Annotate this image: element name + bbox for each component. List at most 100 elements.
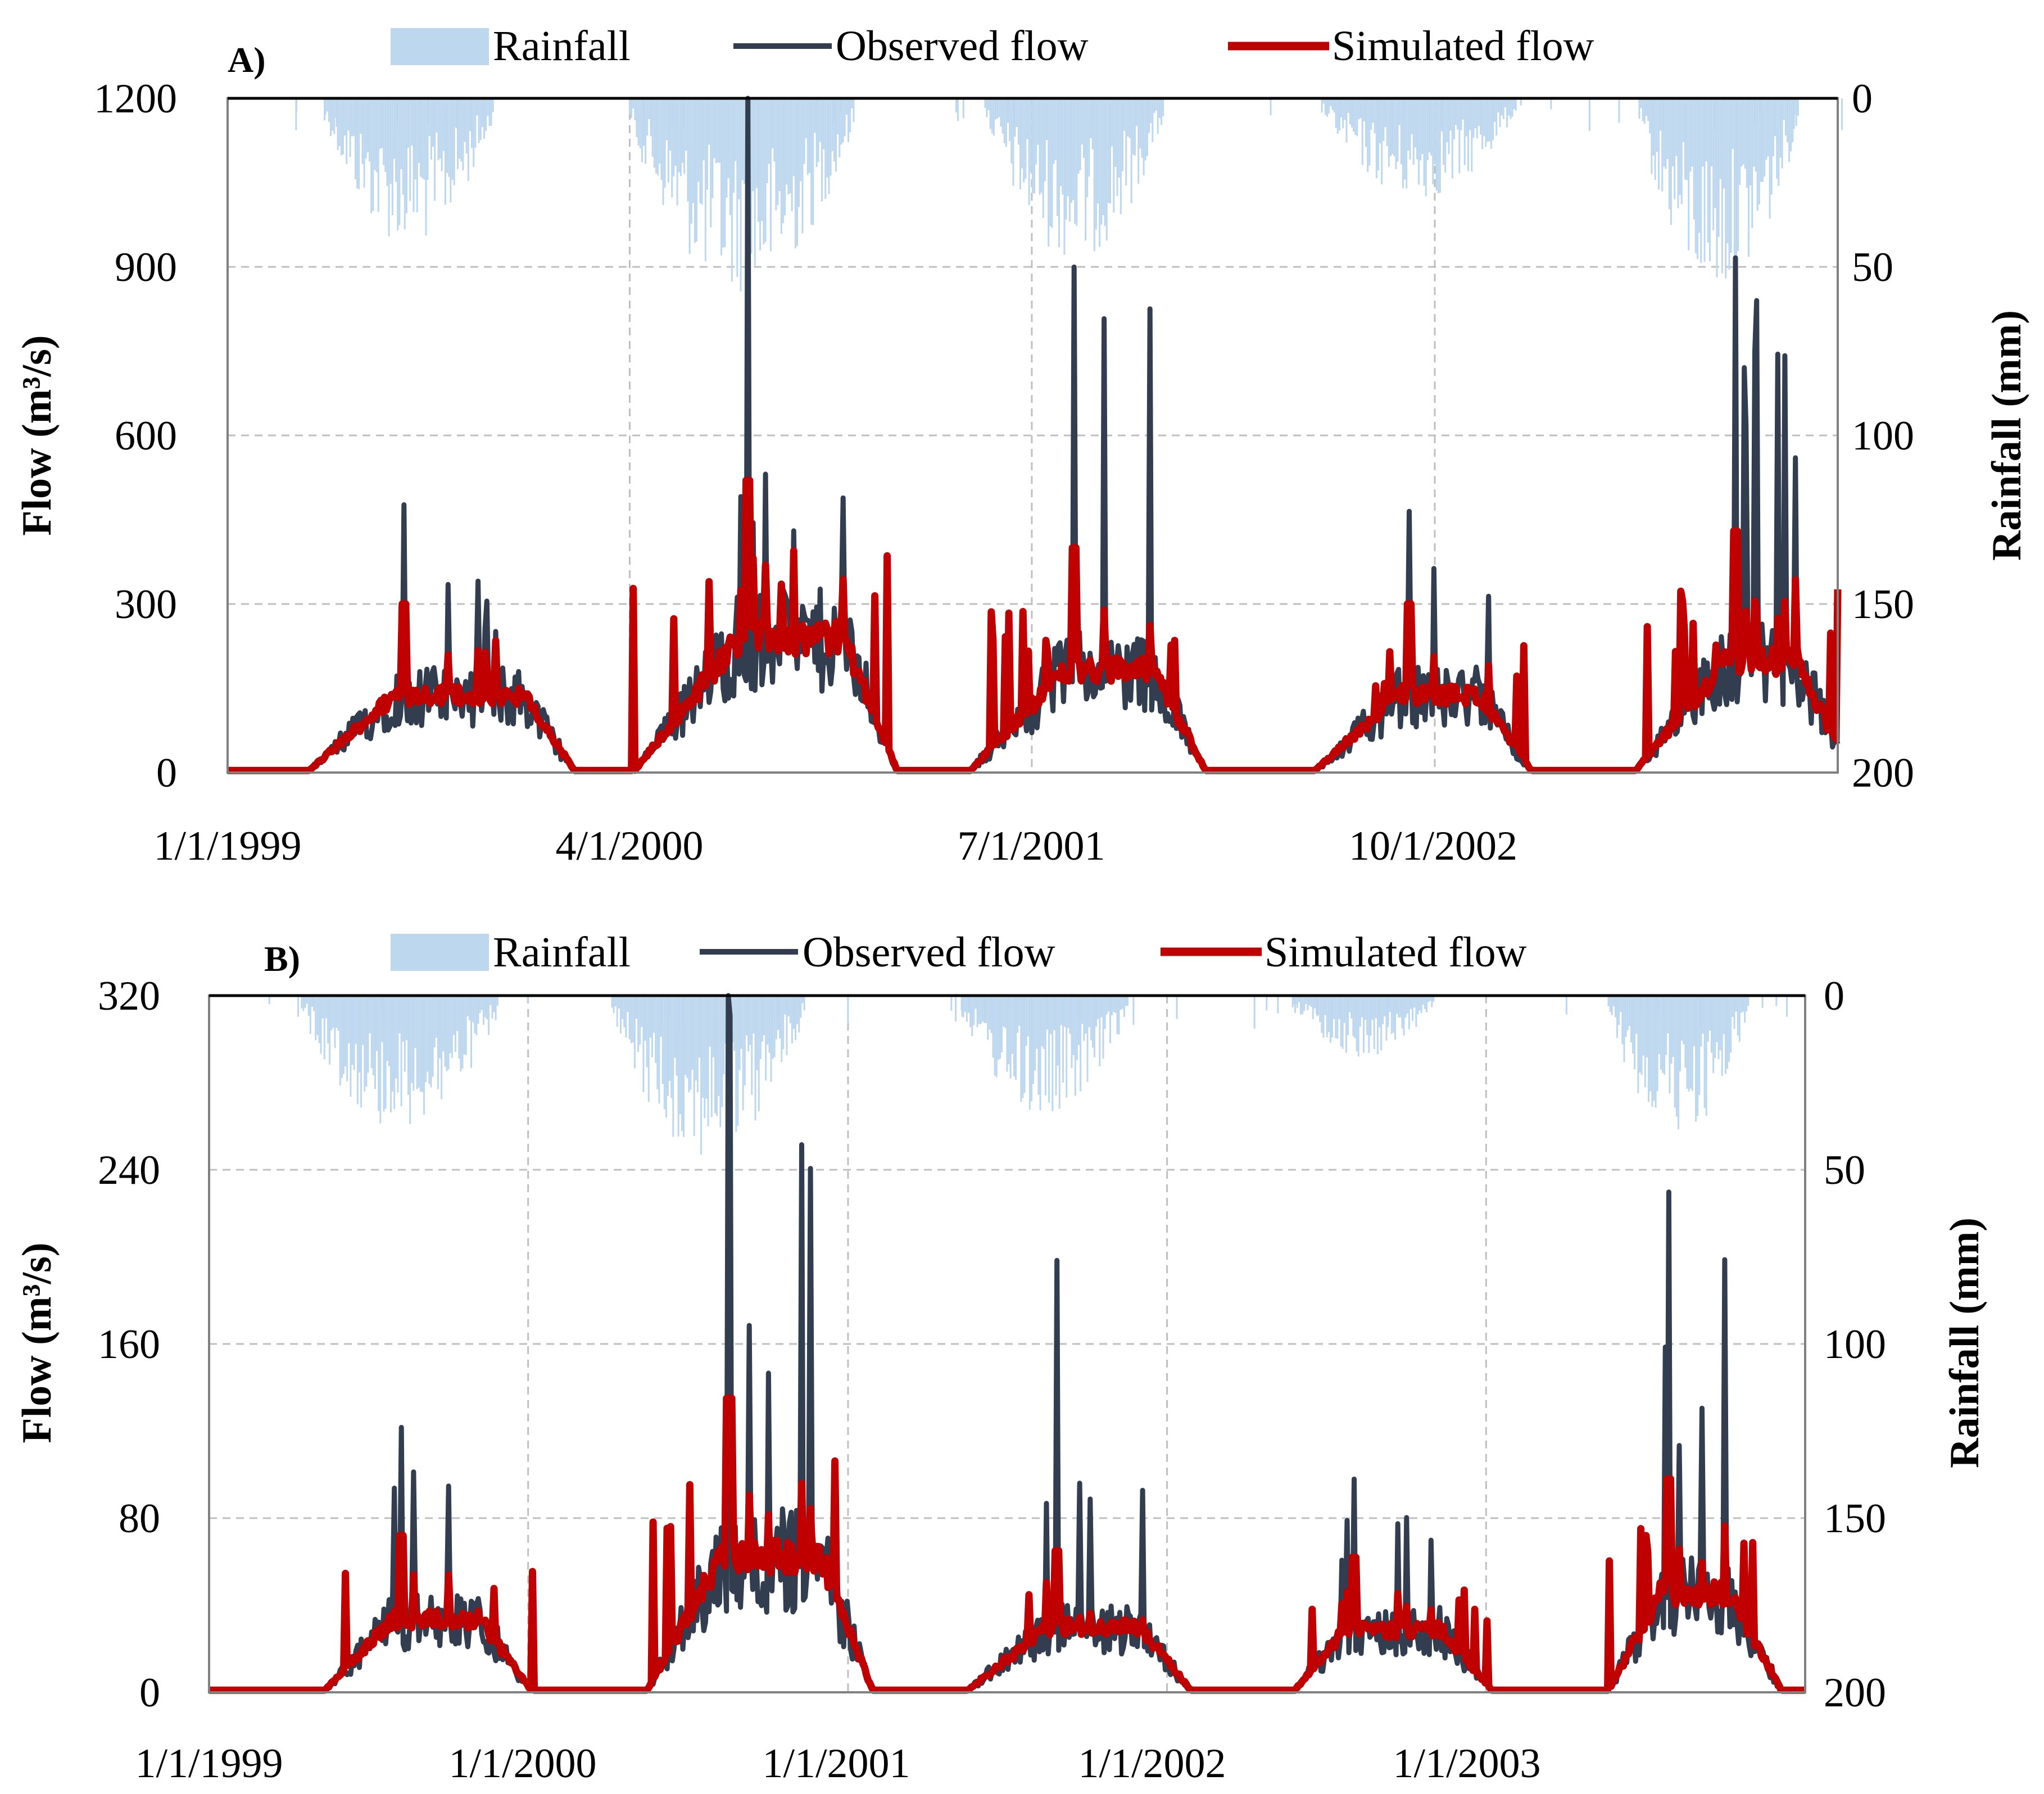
rainfall-bar bbox=[803, 996, 805, 1011]
rainfall-bar bbox=[1759, 98, 1761, 115]
rainfall-bar bbox=[1455, 98, 1457, 125]
rainfall-bar bbox=[670, 996, 673, 1098]
rainfall-bar bbox=[1049, 98, 1052, 226]
rainfall-bar bbox=[1746, 98, 1748, 188]
rainfall-bar bbox=[1354, 98, 1357, 135]
rainfall-bar bbox=[1341, 996, 1344, 1049]
rainfall-bar bbox=[1006, 996, 1008, 1072]
legend-observed-label: Observed flow bbox=[803, 929, 1055, 976]
rainfall-bar bbox=[419, 996, 422, 1092]
panel-a-y-axis-title: Flow (m³/s) bbox=[14, 335, 60, 535]
rainfall-bar bbox=[786, 98, 788, 185]
rainfall-bar bbox=[1740, 996, 1742, 1013]
rainfall-bar bbox=[1396, 996, 1398, 1014]
rainfall-bar bbox=[1786, 996, 1788, 1017]
rainfall-bar bbox=[361, 98, 364, 165]
rainfall-bar bbox=[628, 996, 631, 1039]
rainfall-bar bbox=[801, 996, 804, 1003]
rainfall-bar bbox=[1322, 996, 1325, 1038]
rainfall-bar bbox=[1735, 996, 1737, 1012]
rainfall-bar bbox=[404, 996, 406, 1072]
rainfall-bar bbox=[637, 98, 640, 146]
rainfall-bar bbox=[1712, 98, 1715, 132]
rainfall-bar bbox=[451, 98, 454, 180]
rainfall-bar bbox=[1474, 98, 1476, 129]
rainfall-bar bbox=[1683, 996, 1685, 1044]
rainfall-bar bbox=[787, 98, 790, 195]
rainfall-bar bbox=[1056, 98, 1058, 216]
rainfall-bar bbox=[1014, 996, 1017, 1080]
rainfall-bar bbox=[630, 996, 632, 1043]
rainfall-bar bbox=[1418, 996, 1421, 1011]
rainfall-bar bbox=[1340, 98, 1343, 117]
rainfall-bar bbox=[1702, 996, 1704, 1034]
rainfall-bar bbox=[1389, 996, 1391, 1012]
rainfall-bar bbox=[1607, 996, 1610, 1007]
rainfall-bar bbox=[1712, 996, 1715, 1074]
rainfall-bar bbox=[333, 98, 336, 134]
panel-b-gridlines bbox=[209, 996, 1805, 1692]
rainfall-bar bbox=[388, 996, 390, 1066]
rainfall-bar bbox=[1105, 996, 1108, 1015]
rainfall-bar bbox=[358, 996, 360, 1073]
rainfall-bar bbox=[1717, 98, 1720, 237]
rainfall-bar bbox=[469, 98, 471, 131]
rainfall-bar bbox=[490, 996, 492, 1005]
rainfall-bar bbox=[665, 996, 667, 1118]
rainfall-bar bbox=[414, 98, 416, 180]
rainfall-bar bbox=[1714, 98, 1716, 208]
rainfall-bar bbox=[789, 98, 791, 194]
rainfall-bar bbox=[355, 996, 357, 1044]
rainfall-bar bbox=[1725, 98, 1727, 279]
rainfall-bar bbox=[297, 996, 300, 1017]
rainfall-bar bbox=[632, 98, 634, 109]
rainfall-bar bbox=[1616, 996, 1619, 1038]
rainfall-bar bbox=[437, 98, 439, 161]
rainfall-bar bbox=[995, 98, 997, 120]
rainfall-bar bbox=[840, 98, 842, 112]
rainfall-bar bbox=[971, 996, 973, 1037]
rainfall-bar bbox=[1114, 98, 1117, 167]
rainfall-bar bbox=[1102, 996, 1104, 1059]
rainfall-bar bbox=[1695, 996, 1697, 1122]
rainfall-bar bbox=[1095, 98, 1097, 230]
rainfall-bar bbox=[1413, 996, 1416, 1008]
rainfall-bar bbox=[777, 996, 779, 1030]
rainfall-bar bbox=[1093, 98, 1095, 252]
rainfall-bar bbox=[353, 996, 355, 1070]
rainfall-bar bbox=[304, 996, 306, 1008]
rainfall-bar bbox=[465, 996, 467, 1055]
rainfall-bar bbox=[695, 996, 697, 1081]
rainfall-bar bbox=[430, 98, 432, 160]
rainfall-bar bbox=[379, 98, 381, 149]
rainfall-bar bbox=[805, 98, 807, 139]
rainfall-bar bbox=[1100, 996, 1103, 1018]
rainfall-bar bbox=[627, 996, 629, 1012]
rainfall-bar bbox=[992, 98, 995, 136]
rainfall-bar bbox=[1076, 996, 1078, 1060]
rainfall-bar bbox=[767, 996, 769, 1045]
rainfall-bar bbox=[1069, 996, 1071, 1034]
rainfall-bar bbox=[1511, 98, 1513, 117]
rainfall-bar bbox=[1457, 98, 1459, 130]
rainfall-bar bbox=[1737, 98, 1739, 251]
rainfall-bar bbox=[1425, 98, 1427, 197]
rainfall-bar bbox=[1028, 996, 1031, 1110]
rainfall-bar bbox=[1004, 996, 1007, 1028]
rainfall-bar bbox=[389, 98, 392, 184]
rainfall-bar bbox=[1120, 98, 1122, 215]
rainfall-bar bbox=[749, 996, 751, 1045]
rainfall-bar bbox=[1379, 98, 1381, 144]
rainfall-bar bbox=[490, 98, 492, 126]
rainfall-bar bbox=[1724, 996, 1726, 1074]
rainfall-bar bbox=[1025, 98, 1027, 179]
rainfall-bar bbox=[661, 996, 664, 1084]
rainfall-bar bbox=[1054, 996, 1056, 1030]
rainfall-bar bbox=[1588, 98, 1590, 131]
panel-b-y-tick: 240 bbox=[98, 1147, 160, 1193]
rainfall-bar bbox=[840, 98, 842, 145]
rainfall-bar bbox=[1060, 98, 1062, 187]
rainfall-bar bbox=[962, 98, 964, 119]
rainfall-bar bbox=[1389, 98, 1392, 157]
